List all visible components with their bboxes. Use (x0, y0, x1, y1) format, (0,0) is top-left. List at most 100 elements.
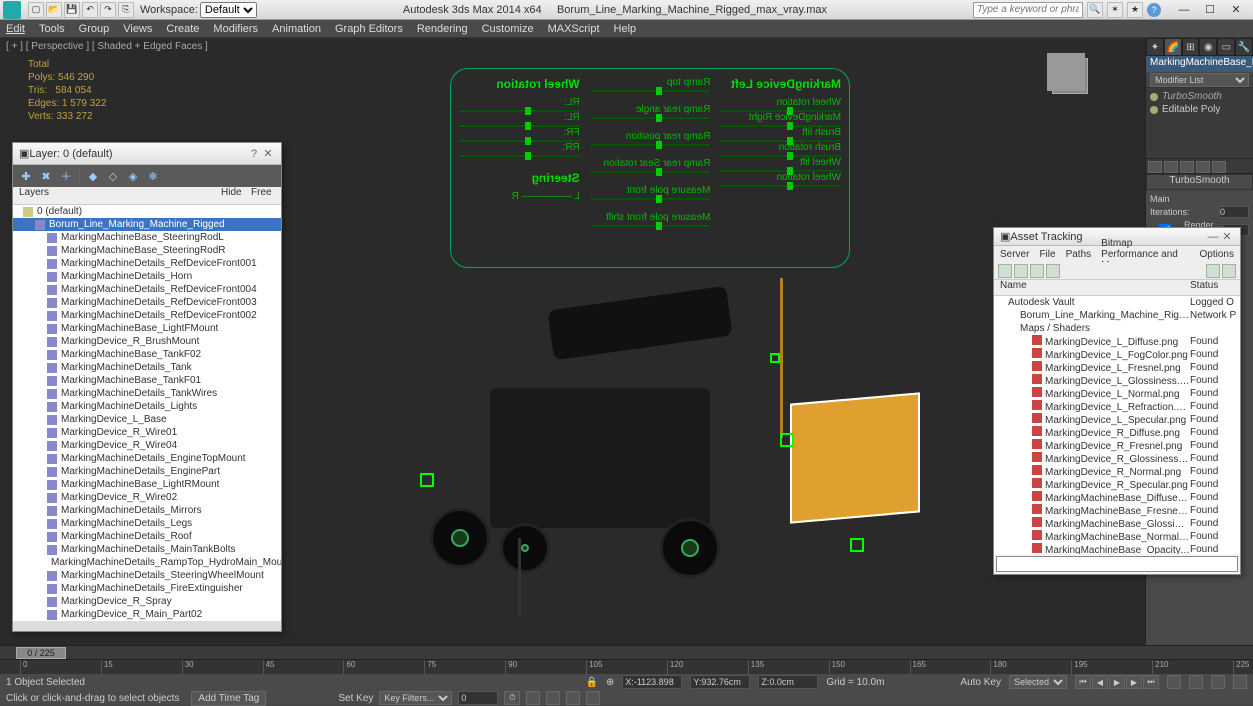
menu-animation[interactable]: Animation (272, 23, 321, 35)
viewport-nav-icon[interactable] (1211, 675, 1225, 689)
asset-row[interactable]: Autodesk VaultLogged O (994, 296, 1240, 309)
layer-row[interactable]: MarkingDevice_R_Spray (13, 595, 281, 608)
display-tab-icon[interactable]: ▭ (1217, 38, 1235, 56)
help-icon[interactable] (1206, 264, 1220, 278)
refresh-icon[interactable] (998, 264, 1012, 278)
goto-end-icon[interactable]: ⏭ (1143, 675, 1159, 689)
time-config-icon[interactable]: ⏱ (504, 691, 520, 705)
coord-x[interactable]: X:-1123.898 (622, 675, 682, 689)
modify-tab-icon[interactable]: 🌈 (1164, 38, 1182, 56)
menu-edit[interactable]: Edit (6, 23, 25, 35)
delete-layer-icon[interactable]: ✖ (39, 169, 53, 183)
modifier-list-dropdown[interactable]: Modifier List (1150, 73, 1249, 87)
asset-menu-paths[interactable]: Paths (1066, 249, 1092, 260)
freeze-unfreeze-icon[interactable]: ❄ (146, 169, 160, 183)
hide-unhide-icon[interactable]: ◈ (126, 169, 140, 183)
bone-gizmo[interactable] (770, 353, 780, 363)
asset-row[interactable]: MarkingDevice_L_Diffuse.pngFound (994, 335, 1240, 348)
redo-icon[interactable]: ↷ (100, 2, 116, 18)
asset-path-input[interactable] (996, 556, 1238, 572)
object-name-field[interactable]: MarkingMachineBase_FrameC (1146, 56, 1253, 72)
asset-row[interactable]: MarkingDevice_R_Normal.pngFound (994, 465, 1240, 478)
layer-row[interactable]: MarkingDevice_R_Wire04 (13, 439, 281, 452)
asset-row[interactable]: Maps / Shaders (994, 322, 1240, 335)
asset-row[interactable]: MarkingMachineBase_Fresnel.pngFound (994, 504, 1240, 517)
minimize-icon[interactable]: — (1206, 231, 1220, 243)
save-icon[interactable]: 💾 (64, 2, 80, 18)
layer-row[interactable]: MarkingMachineDetails_EngineTopMount (13, 452, 281, 465)
menu-group[interactable]: Group (79, 23, 110, 35)
close-icon[interactable]: ✕ (261, 147, 275, 160)
select-highlight-icon[interactable]: ◆ (86, 169, 100, 183)
layer-panel-title-bar[interactable]: ▣ Layer: 0 (default) ? ✕ (13, 143, 281, 165)
viewport-nav-icon[interactable] (1189, 675, 1203, 689)
help-icon[interactable]: ? (247, 148, 261, 160)
status-icon[interactable] (1014, 264, 1028, 278)
asset-row[interactable]: Borum_Line_Marking_Machine_Rigged_ma...N… (994, 309, 1240, 322)
remove-modifier-icon[interactable] (1196, 161, 1210, 173)
snap-icon[interactable]: ⊕ (606, 677, 614, 688)
layer-list[interactable]: 0 (default)Borum_Line_Marking_Machine_Ri… (13, 205, 281, 621)
asset-row[interactable]: MarkingDevice_R_Diffuse.pngFound (994, 426, 1240, 439)
layer-row[interactable]: MarkingDevice_R_Main_Part02 (13, 608, 281, 621)
addtimetag-button[interactable]: Add Time Tag (191, 691, 266, 706)
asset-row[interactable]: MarkingMachineBase_Glossiness.pngFound (994, 517, 1240, 530)
link-icon[interactable]: ⎘ (118, 2, 134, 18)
viewport-nav-icon[interactable] (526, 691, 540, 705)
menu-views[interactable]: Views (123, 23, 152, 35)
layer-row[interactable]: MarkingMachineDetails_Tank (13, 361, 281, 374)
menu-maxscript[interactable]: MAXScript (548, 23, 600, 35)
create-tab-icon[interactable]: ✦ (1146, 38, 1164, 56)
layer-row[interactable]: MarkingMachineDetails_RefDeviceFront004 (13, 283, 281, 296)
favorite-icon[interactable]: ★ (1127, 2, 1143, 18)
modifier-item[interactable]: Editable Poly (1148, 103, 1251, 116)
exchange-icon[interactable]: ✶ (1107, 2, 1123, 18)
search-input[interactable] (973, 2, 1083, 18)
layer-row[interactable]: MarkingMachineBase_LightRMount (13, 478, 281, 491)
next-frame-icon[interactable]: ▶ (1126, 675, 1142, 689)
current-frame-input[interactable]: 0 (458, 691, 498, 705)
layer-row[interactable]: MarkingMachineBase_TankF02 (13, 348, 281, 361)
setkey-button[interactable]: Set Key (338, 693, 373, 704)
layer-row[interactable]: MarkingMachineDetails_FireExtinguisher (13, 582, 281, 595)
viewcube[interactable] (1045, 58, 1095, 108)
configure-sets-icon[interactable] (1212, 161, 1226, 173)
coord-y[interactable]: Y:932.76cm (690, 675, 750, 689)
menu-create[interactable]: Create (166, 23, 199, 35)
asset-row[interactable]: MarkingDevice_R_Glossiness.pngFound (994, 452, 1240, 465)
options-icon[interactable] (1046, 264, 1060, 278)
workspace-dropdown[interactable]: Default (200, 2, 257, 18)
asset-menu-file[interactable]: File (1039, 249, 1055, 260)
key-filter-dropdown[interactable]: Selected (1009, 675, 1067, 689)
layer-row[interactable]: 0 (default) (13, 205, 281, 218)
layer-row[interactable]: MarkingMachineDetails_RefDeviceFront003 (13, 296, 281, 309)
asset-row[interactable]: MarkingDevice_R_Fresnel.pngFound (994, 439, 1240, 452)
layer-row[interactable]: MarkingMachineDetails_Horn (13, 270, 281, 283)
goto-start-icon[interactable]: ⏮ (1075, 675, 1091, 689)
minimize-button[interactable]: — (1171, 1, 1197, 19)
pin-stack-icon[interactable] (1148, 161, 1162, 173)
layer-row[interactable]: Borum_Line_Marking_Machine_Rigged (13, 218, 281, 231)
menu-modifiers[interactable]: Modifiers (213, 23, 258, 35)
tree-icon[interactable] (1030, 264, 1044, 278)
viewport-nav-icon[interactable] (546, 691, 560, 705)
prev-frame-icon[interactable]: ◀ (1092, 675, 1108, 689)
lock-icon[interactable]: 🔒 (585, 677, 597, 688)
layer-row[interactable]: MarkingMachineDetails_Legs (13, 517, 281, 530)
layer-row[interactable]: MarkingMachineDetails_Lights (13, 400, 281, 413)
asset-row[interactable]: MarkingDevice_L_Refraction.pngFound (994, 400, 1240, 413)
asset-list[interactable]: Autodesk VaultLogged OBorum_Line_Marking… (994, 296, 1240, 554)
rollout-turbosmooth[interactable]: TurboSmooth (1146, 174, 1253, 190)
bone-gizmo[interactable] (420, 473, 434, 487)
asset-row[interactable]: MarkingDevice_R_Specular.pngFound (994, 478, 1240, 491)
layer-row[interactable]: MarkingMachineDetails_MainTankBolts (13, 543, 281, 556)
time-ruler[interactable]: 0153045607590105120135150165180195210225 (0, 660, 1253, 674)
make-unique-icon[interactable] (1180, 161, 1194, 173)
search-icon[interactable]: 🔍 (1087, 2, 1103, 18)
menu-customize[interactable]: Customize (482, 23, 534, 35)
hierarchy-tab-icon[interactable]: ⊞ (1182, 38, 1200, 56)
layer-row[interactable]: MarkingDevice_R_Wire02 (13, 491, 281, 504)
new-layer-icon[interactable]: ✚ (19, 169, 33, 183)
show-end-result-icon[interactable] (1164, 161, 1178, 173)
new-icon[interactable]: ▢ (28, 2, 44, 18)
